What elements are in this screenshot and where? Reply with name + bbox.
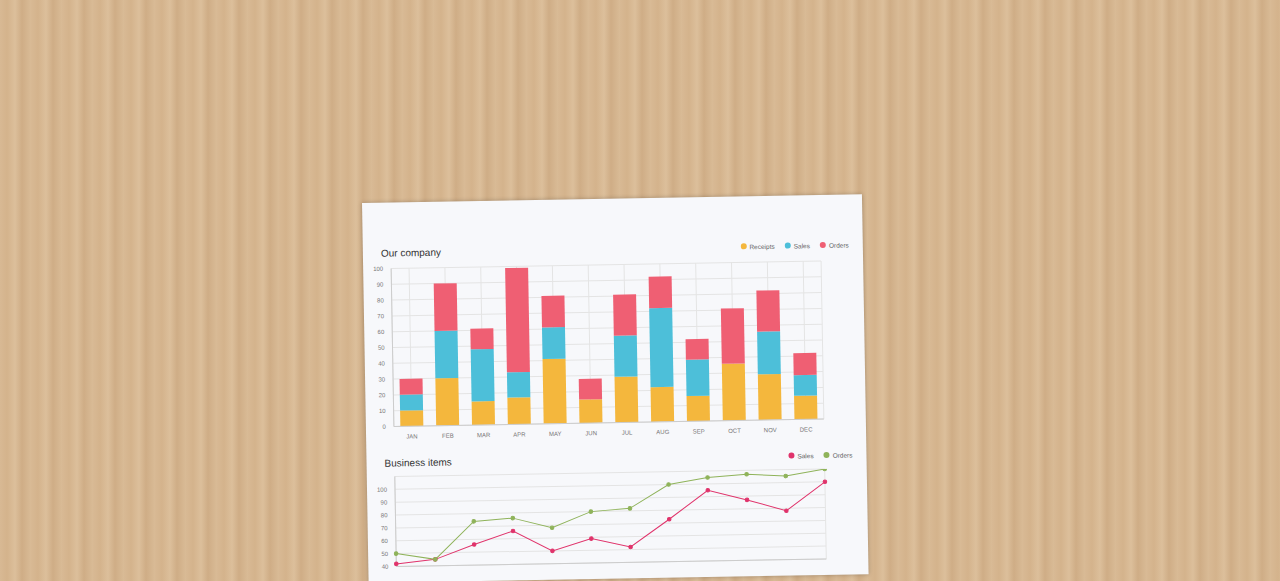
svg-text:60: 60 <box>378 329 385 335</box>
svg-text:60: 60 <box>381 538 388 544</box>
svg-text:10: 10 <box>379 408 386 414</box>
html-text:Sales: Sales <box>797 451 814 459</box>
svg-text:OCT: OCT <box>728 428 741 434</box>
svg-text:DEC: DEC <box>800 426 813 432</box>
svg-text:JUL: JUL <box>622 430 633 436</box>
svg-text:JAN: JAN <box>406 433 417 439</box>
svg-text:80: 80 <box>377 297 384 303</box>
svg-text:100: 100 <box>373 266 384 272</box>
svg-text:90: 90 <box>377 282 384 288</box>
svg-text:20: 20 <box>379 392 386 398</box>
svg-text:JUN: JUN <box>585 430 597 436</box>
svg-text:70: 70 <box>377 313 384 319</box>
html-text:Business items: Business items <box>384 456 452 469</box>
html-text:Our company: Our company <box>380 246 441 259</box>
html-text:Receipts: Receipts <box>749 242 775 250</box>
svg-text:50: 50 <box>381 551 388 557</box>
html-text:Sales: Sales <box>793 241 810 249</box>
html-text:Orders: Orders <box>832 451 853 459</box>
svg-text:AUG: AUG <box>656 429 669 435</box>
svg-text:80: 80 <box>381 512 388 518</box>
svg-text:FEB: FEB <box>442 433 454 439</box>
svg-text:30: 30 <box>378 376 385 382</box>
svg-text:MAY: MAY <box>549 431 562 437</box>
svg-text:40: 40 <box>382 564 389 570</box>
svg-text:100: 100 <box>377 487 388 493</box>
svg-text:MAR: MAR <box>477 432 491 438</box>
svg-text:SEP: SEP <box>693 428 705 434</box>
svg-text:0: 0 <box>383 424 387 430</box>
svg-text:70: 70 <box>381 525 388 531</box>
svg-text:50: 50 <box>378 345 385 351</box>
svg-text:NOV: NOV <box>764 427 777 433</box>
svg-text:40: 40 <box>378 361 385 367</box>
svg-text:90: 90 <box>380 499 387 505</box>
html-text:Orders: Orders <box>828 241 849 249</box>
svg-text:APR: APR <box>513 431 526 437</box>
